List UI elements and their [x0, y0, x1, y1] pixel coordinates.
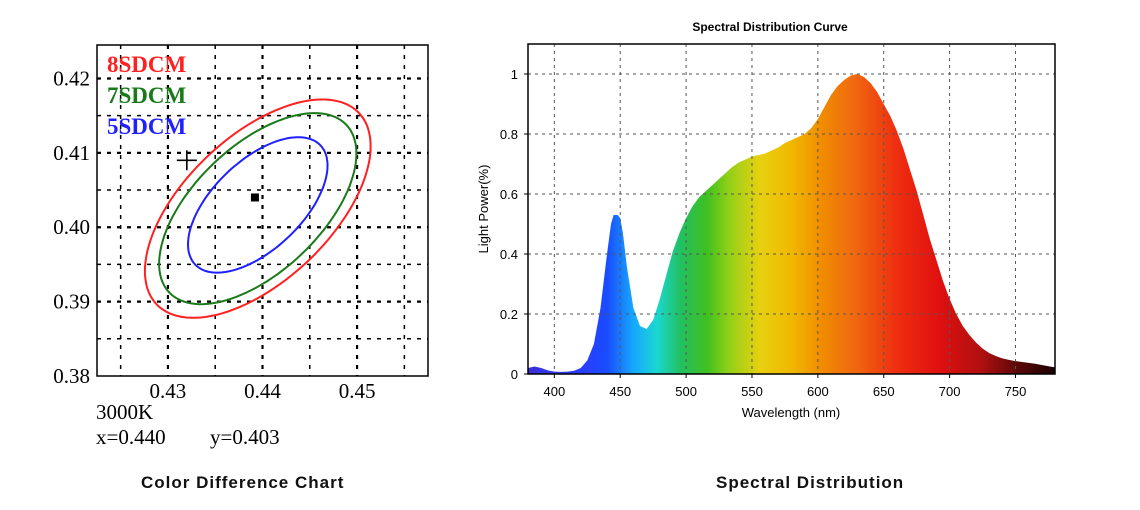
- spd-x-ticks: 400 450 500 550 600 650 700 750: [543, 374, 1026, 399]
- cdc-x-tick-label: 0.44: [244, 379, 281, 403]
- ellipse-8sdcm: [143, 98, 372, 319]
- spd-y-axis-label: Light Power(%): [476, 165, 491, 254]
- cdc-plot-frame: [96, 44, 429, 377]
- spd-y-tick-label: 0: [511, 367, 518, 382]
- cdc-ellipses: [143, 98, 372, 319]
- cdc-y-tick-label: 0.39: [53, 290, 90, 314]
- x-coordinate-annotation: x=0.440: [96, 425, 166, 449]
- spd-x-tick-label: 600: [807, 384, 829, 399]
- legend-7sdcm: 7SDCM: [107, 83, 187, 108]
- spd-grid: [528, 44, 1055, 374]
- y-coordinate-annotation: y=0.403: [210, 425, 280, 449]
- cdc-x-ticks: 0.43 0.44 0.45: [150, 379, 376, 403]
- cdc-points: [176, 150, 259, 202]
- spd-x-tick-label: 400: [543, 384, 565, 399]
- spd-x-tick-label: 700: [939, 384, 961, 399]
- spd-y-tick-label: 1: [511, 67, 518, 82]
- spd-y-ticks: 0 0.2 0.4 0.6 0.8 1: [500, 67, 528, 382]
- spd-plot-frame: [527, 43, 1056, 375]
- measured-point-marker: [250, 193, 259, 202]
- spd-x-tick-label: 550: [741, 384, 763, 399]
- spd-y-tick-label: 0.4: [500, 247, 518, 262]
- cdc-x-tick-label: 0.43: [150, 379, 187, 403]
- spectral-distribution-caption: Spectral Distribution: [716, 473, 905, 492]
- color-difference-caption: Color Difference Chart: [141, 473, 345, 492]
- spd-title: Spectral Distribution Curve: [692, 20, 848, 34]
- spd-x-tick-label: 650: [873, 384, 895, 399]
- legend-8sdcm: 8SDCM: [107, 52, 187, 77]
- spd-y-tick-label: 0.2: [500, 307, 518, 322]
- spd-x-tick-label: 450: [609, 384, 631, 399]
- cdc-y-tick-label: 0.42: [53, 66, 90, 90]
- ellipse-5sdcm: [186, 136, 329, 274]
- spd-x-tick-label: 750: [1005, 384, 1027, 399]
- spd-x-tick-label: 500: [675, 384, 697, 399]
- cdc-y-ticks: 0.42 0.41 0.40 0.39 0.38: [53, 66, 90, 388]
- cdc-y-tick-label: 0.40: [53, 215, 90, 239]
- legend-5sdcm: 5SDCM: [107, 114, 187, 139]
- cdc-y-tick-label: 0.41: [53, 141, 90, 165]
- cdc-y-tick-label: 0.38: [53, 364, 90, 388]
- spectral-distribution-chart: Spectral Distribution Curve 0 0.2 0.4 0.6 0.…: [476, 20, 1056, 420]
- color-difference-chart: 0.420.410.400.390.38 0.43 0.44 0.45 8SDCM …: [53, 44, 429, 449]
- cdc-x-tick-label: 0.45: [339, 379, 376, 403]
- cct-annotation: 3000K: [96, 400, 153, 424]
- spd-x-axis-label: Wavelength (nm): [742, 405, 841, 420]
- target-cross-marker: [176, 150, 197, 171]
- spd-y-tick-label: 0.6: [500, 187, 518, 202]
- ellipse-7sdcm: [158, 112, 358, 306]
- spd-area: [528, 74, 1055, 374]
- spd-y-tick-label: 0.8: [500, 127, 518, 142]
